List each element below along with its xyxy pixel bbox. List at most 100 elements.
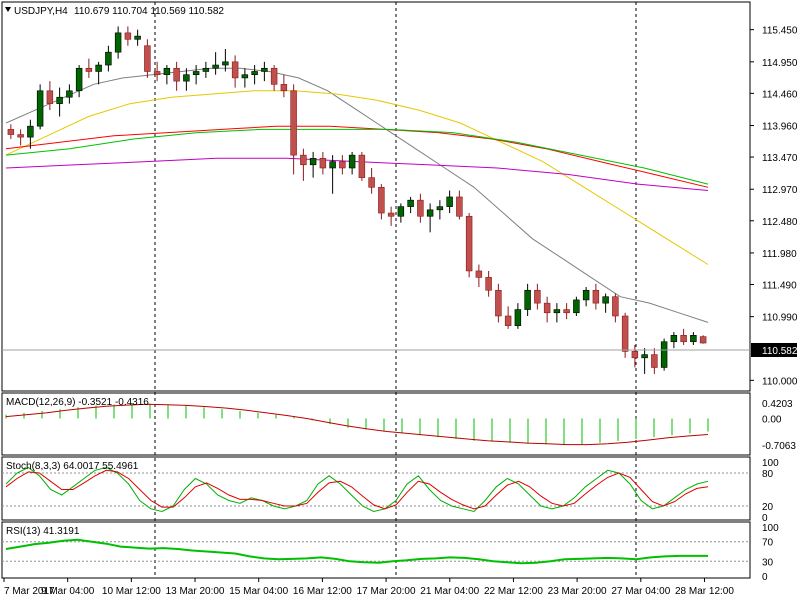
candle-body: [465, 215, 473, 272]
candle-body: [475, 270, 483, 278]
price-tick-label: 115.450: [762, 26, 798, 37]
price-tick-label: 111.980: [762, 249, 797, 260]
candle-body: [231, 61, 239, 79]
candle-body: [397, 206, 405, 217]
candle-body: [612, 296, 619, 317]
candle-body: [660, 341, 668, 368]
candle-body: [319, 158, 327, 169]
candle-body: [212, 64, 219, 69]
candle-body: [387, 212, 395, 217]
candle-body: [582, 289, 590, 301]
candle-body: [36, 90, 44, 127]
macd-signal-line: [5, 403, 709, 446]
candle-body: [144, 45, 151, 72]
candle-body: [105, 51, 112, 66]
candle-body: [192, 71, 200, 75]
rsi-tick-label: 30: [762, 557, 774, 568]
ma-line-3: [5, 128, 709, 185]
stoch-panel-frame: [1, 456, 751, 521]
price-tick-label: 110.990: [762, 313, 798, 324]
candle-body: [641, 354, 648, 359]
axis-labels: 115.450 114.950 114.460 113.960 113.470 112.9…: [3, 26, 798, 597]
stoch-signal-line: [5, 469, 709, 510]
time-tick-label: 28 Mar 12:00: [675, 586, 734, 597]
candle-body: [241, 74, 249, 79]
time-tick-label: 10 Mar 12:00: [102, 586, 161, 597]
candle-body: [504, 315, 512, 326]
candle-body: [183, 74, 190, 82]
stoch-main-line: [5, 466, 709, 513]
macd-tick-label: 0.4203: [762, 399, 793, 410]
main-panel-frame: [1, 1, 751, 392]
candle-body: [592, 289, 600, 304]
time-tick-label: 22 Mar 12:00: [484, 586, 543, 597]
candle-body: [339, 161, 346, 169]
candlesticks: [7, 26, 707, 374]
candle-body: [631, 351, 639, 359]
price-tick-label: 111.490: [762, 280, 797, 291]
candle-body: [75, 67, 83, 92]
candle-body: [124, 32, 132, 40]
candle-body: [573, 299, 580, 314]
candle-body: [456, 196, 463, 217]
time-tick-label: 7 Mar 2017: [4, 586, 55, 597]
rsi-line: [5, 538, 708, 565]
candle-body: [202, 67, 210, 72]
ma-line-4: [5, 157, 709, 191]
candle-body: [378, 187, 385, 214]
candle-body: [270, 67, 278, 85]
candle-body: [426, 209, 434, 217]
candle-body: [514, 309, 522, 326]
candle-body: [446, 196, 453, 207]
candle-body: [553, 309, 561, 314]
rsi-tick-label: 70: [762, 538, 774, 549]
stoch-tick-label: 0: [762, 513, 768, 524]
candle-body: [290, 90, 297, 156]
price-tick-label: 112.970: [762, 185, 798, 196]
macd-series: [5, 403, 709, 446]
macd-tick-label: 0.00: [762, 414, 782, 425]
candle-body: [348, 154, 356, 169]
candle-body: [524, 289, 531, 310]
time-tick-label: 17 Mar 20:00: [357, 586, 416, 597]
candle-body: [261, 67, 268, 72]
macd-tick-label: -0.7063: [762, 441, 796, 452]
price-tick-label: 110.000: [762, 376, 798, 387]
candle-body: [95, 64, 102, 72]
candle-body: [163, 67, 171, 75]
candle-body: [56, 96, 63, 104]
candle-body: [436, 206, 444, 211]
ma-line-1: [5, 90, 709, 265]
price-tick-label: 114.460: [762, 89, 798, 100]
candle-body: [329, 161, 336, 169]
candle-body: [27, 125, 34, 138]
candle-body: [222, 61, 229, 66]
macd-panel-frame: [1, 392, 751, 456]
candle-body: [280, 84, 288, 92]
candle-body: [17, 134, 24, 138]
candle-body: [66, 90, 73, 98]
candle-body: [300, 154, 307, 166]
candle-body: [563, 309, 570, 314]
price-tick-label: 114.950: [762, 58, 798, 69]
rsi-tick-label: 0: [762, 572, 768, 583]
price-tick-label: 113.470: [762, 153, 798, 164]
rsi-label: RSI(13) 41.3191: [6, 526, 80, 537]
stoch-series: [2, 466, 750, 513]
time-tick-label: 13 Mar 20:00: [166, 586, 225, 597]
candle-body: [114, 32, 122, 53]
ma-line-2: [5, 125, 709, 188]
time-tick-label: 23 Mar 20:00: [548, 586, 607, 597]
stoch-tick-label: 20: [762, 502, 774, 513]
candle-body: [534, 289, 541, 304]
candle-body: [680, 335, 687, 343]
candle-body: [173, 67, 180, 82]
candle-body: [251, 71, 258, 75]
time-tick-label: 15 Mar 04:00: [229, 586, 288, 597]
candle-body: [602, 296, 609, 304]
rsi-panel-frame: [1, 521, 751, 579]
candle-body: [134, 35, 141, 40]
candle-body: [495, 289, 502, 317]
stoch-tick-label: 80: [762, 469, 774, 480]
